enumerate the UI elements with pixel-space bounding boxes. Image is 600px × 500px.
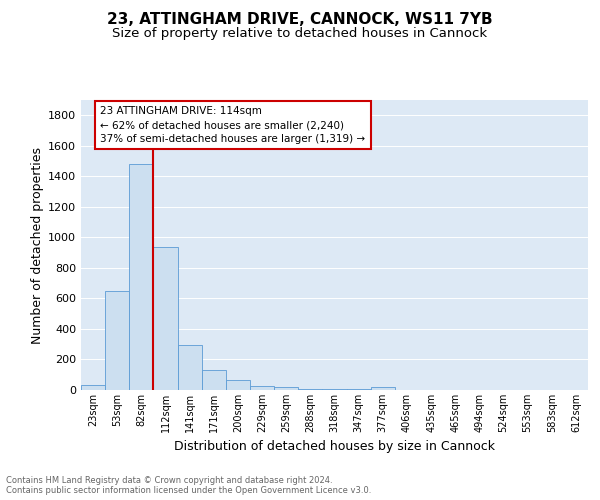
Bar (371, 387, 395, 390)
Bar (298, 389, 322, 390)
Text: Contains HM Land Registry data © Crown copyright and database right 2024.
Contai: Contains HM Land Registry data © Crown c… (6, 476, 371, 495)
Bar (81, 384, 105, 390)
Text: Size of property relative to detached houses in Cannock: Size of property relative to detached ho… (112, 28, 488, 40)
Bar (347, 389, 371, 390)
X-axis label: Distribution of detached houses by size in Cannock: Distribution of detached houses by size … (174, 440, 495, 454)
Bar (250, 386, 274, 390)
Y-axis label: Number of detached properties: Number of detached properties (31, 146, 44, 344)
Bar (202, 370, 226, 390)
Bar (226, 380, 250, 390)
Bar (129, 164, 154, 390)
Text: 23 ATTINGHAM DRIVE: 114sqm
← 62% of detached houses are smaller (2,240)
37% of s: 23 ATTINGHAM DRIVE: 114sqm ← 62% of deta… (100, 106, 365, 144)
Bar (322, 389, 347, 390)
Text: 23, ATTINGHAM DRIVE, CANNOCK, WS11 7YB: 23, ATTINGHAM DRIVE, CANNOCK, WS11 7YB (107, 12, 493, 28)
Bar (154, 248, 178, 390)
Bar (274, 387, 298, 390)
Bar (178, 345, 202, 390)
Bar (105, 291, 129, 390)
